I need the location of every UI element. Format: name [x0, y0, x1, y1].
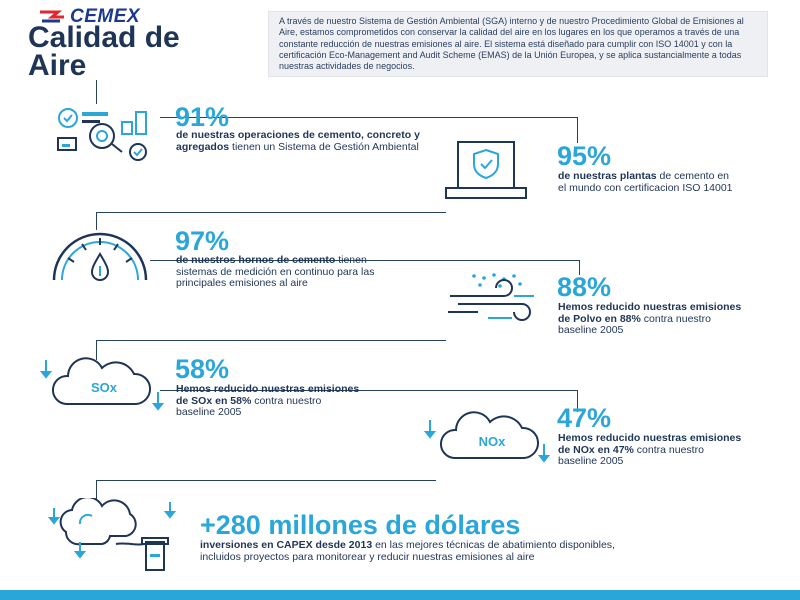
- stat-47-value: 47%: [557, 403, 612, 433]
- title-line-1: Calidad de: [28, 21, 180, 54]
- stat-58-bold: Hemos reducido nuestras emisiones de SOx…: [176, 383, 360, 407]
- connector-6: [160, 390, 578, 412]
- stat-88-text: Hemos reducido nuestras emisiones de Pol…: [558, 301, 743, 337]
- title-line-2: Aire: [28, 49, 87, 82]
- stat-88-rest: contra nuestro baseline 2005: [558, 312, 711, 336]
- certificate-shield-icon: [445, 141, 527, 199]
- sox-cloud-label: SOx: [91, 380, 118, 395]
- operations-gears-icon: [57, 108, 147, 161]
- stat-58-rest: contra nuestro baseline 2005: [176, 394, 322, 418]
- connector-7: [96, 480, 436, 500]
- stat-88-bold: Hemos reducido nuestras emisiones de Pol…: [558, 301, 742, 325]
- connector-1: [96, 80, 97, 104]
- stat-capex-text: inversiones en CAPEX desde 2013 en las m…: [200, 539, 640, 563]
- connector-3: [96, 212, 446, 230]
- stat-97-value: 97%: [175, 226, 230, 256]
- stat-capex-rest: en las mejores técnicas de abatimiento d…: [200, 539, 615, 563]
- stat-91-text: de nuestras operaciones de cemento, conc…: [176, 129, 426, 153]
- page-title: Calidad de Aire: [28, 21, 268, 82]
- stat-capex-bold: inversiones en CAPEX desde 2013: [200, 539, 373, 551]
- connector-2: [160, 117, 578, 143]
- stat-91-value: 91%: [175, 102, 230, 132]
- connector-5: [96, 340, 446, 360]
- cemex-logo: CEMEX: [38, 6, 140, 28]
- intro-text: A través de nuestro Sistema de Gestión A…: [268, 11, 768, 77]
- stat-97-rest: tienen sistemas de medición en continuo …: [176, 254, 375, 289]
- wind-dust-icon: [448, 273, 534, 321]
- stat-58-text: Hemos reducido nuestras emisiones de SOx…: [176, 383, 361, 419]
- stat-97-bold: de nuestros hornos de cemento: [176, 254, 336, 266]
- connector-4: [150, 260, 580, 275]
- nox-cloud-icon: NOx: [423, 411, 551, 463]
- bottom-accent-bar: [0, 590, 800, 600]
- sox-cloud-icon: SOx: [39, 357, 165, 411]
- stat-47-bold: Hemos reducido nuestras emisiones de NOx…: [558, 432, 742, 456]
- stat-88-value: 88%: [557, 272, 612, 302]
- logo-text: CEMEX: [70, 6, 141, 27]
- cemex-logo-icon: [40, 10, 64, 23]
- stat-97-text: de nuestros hornos de cemento tienen sis…: [176, 254, 391, 290]
- chimney-smoke-icon: [47, 498, 177, 571]
- stat-91-bold: de nuestras operaciones de cemento, conc…: [176, 129, 420, 153]
- stat-95-value: 95%: [557, 141, 612, 171]
- stat-47-rest: contra nuestro baseline 2005: [558, 443, 704, 467]
- stat-95-bold: de nuestras plantas: [558, 170, 657, 182]
- stat-91-rest: tienen un Sistema de Gestión Ambiental: [229, 140, 419, 153]
- stat-95-rest: de cemento en el mundo con certificacion…: [558, 170, 733, 194]
- stat-58-value: 58%: [175, 354, 230, 384]
- nox-cloud-label: NOx: [479, 434, 507, 449]
- stat-47-text: Hemos reducido nuestras emisiones de NOx…: [558, 432, 743, 468]
- stat-95-text: de nuestras plantas de cemento en el mun…: [558, 170, 733, 194]
- stat-capex-value: +280 millones de dólares: [200, 510, 521, 540]
- gauge-meter-icon: [52, 232, 148, 281]
